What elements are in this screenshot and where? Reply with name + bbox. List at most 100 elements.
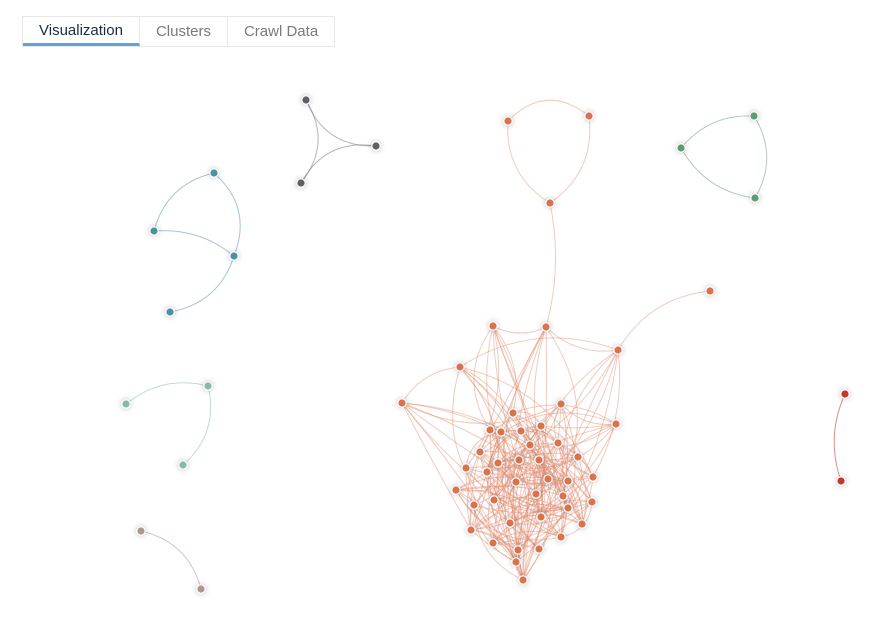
edge: [479, 451, 537, 495]
edge: [473, 444, 531, 506]
edge: [455, 423, 617, 491]
edge: [467, 451, 481, 531]
tab[interactable]: Clusters: [140, 17, 228, 46]
edge: [473, 504, 524, 581]
edge: [507, 99, 590, 122]
edge: [486, 325, 517, 483]
edge: [305, 99, 377, 147]
edge: [470, 529, 524, 581]
node: [516, 426, 526, 436]
edge: [522, 476, 594, 581]
edge: [509, 442, 559, 524]
edge: [515, 507, 569, 563]
node: [466, 525, 476, 535]
edge: [507, 120, 551, 204]
edge: [489, 429, 549, 480]
edge: [470, 493, 537, 531]
edge: [459, 366, 522, 432]
node: [371, 141, 381, 151]
edge: [512, 412, 583, 525]
edge: [501, 326, 547, 581]
edge: [518, 452, 579, 461]
edge: [470, 529, 517, 563]
edge: [497, 462, 562, 538]
edge: [473, 504, 517, 563]
edge: [509, 514, 583, 525]
edge: [452, 366, 511, 524]
edge: [540, 499, 593, 518]
edge: [522, 493, 537, 581]
edge: [538, 459, 593, 503]
tab[interactable]: Crawl Data: [243, 23, 319, 40]
edge: [497, 423, 617, 469]
edge: [470, 451, 481, 531]
edge: [470, 429, 492, 531]
edge: [401, 402, 472, 531]
edge: [496, 431, 519, 551]
edge: [493, 431, 512, 501]
edge: [479, 412, 617, 453]
node: [203, 381, 213, 391]
node: [505, 518, 515, 528]
edge: [465, 431, 502, 469]
edge: [538, 349, 619, 550]
edge: [833, 393, 846, 482]
edge: [511, 403, 562, 551]
edge: [401, 402, 549, 480]
edge: [512, 412, 583, 525]
node: [455, 362, 465, 372]
edge: [455, 489, 540, 550]
edge: [486, 456, 579, 473]
edge: [401, 402, 517, 563]
node: [536, 421, 546, 431]
edge: [473, 504, 569, 514]
edge: [507, 430, 540, 550]
edge: [479, 451, 511, 524]
edge: [125, 382, 209, 405]
edge: [459, 337, 619, 368]
edge: [465, 467, 517, 563]
node: [296, 178, 306, 188]
edge: [493, 478, 549, 502]
edge: [300, 99, 319, 184]
node: [209, 168, 219, 178]
edge: [300, 144, 377, 184]
tab[interactable]: Visualization: [23, 17, 140, 46]
node: [229, 251, 239, 261]
edge: [529, 444, 569, 482]
node: [488, 321, 498, 331]
edge: [465, 467, 583, 525]
node: [488, 538, 498, 548]
edge: [560, 403, 617, 426]
edge: [557, 442, 565, 538]
edge: [153, 172, 215, 232]
node: [508, 408, 518, 418]
node: [563, 503, 573, 513]
edge: [486, 471, 593, 510]
edge: [479, 451, 569, 482]
node: [469, 500, 479, 510]
edge: [547, 349, 619, 480]
edge: [540, 326, 548, 518]
node: [511, 477, 521, 487]
node: [588, 472, 598, 482]
node: [840, 389, 850, 399]
edge: [486, 430, 522, 473]
node: [397, 398, 407, 408]
edge: [540, 425, 568, 497]
edge: [455, 480, 569, 491]
edge: [493, 497, 583, 525]
edge: [560, 403, 568, 497]
node: [482, 467, 492, 477]
node: [750, 193, 760, 203]
node: [534, 455, 544, 465]
edge: [492, 325, 517, 414]
edge: [514, 478, 549, 551]
edge: [517, 349, 619, 581]
edge: [522, 403, 562, 581]
node: [545, 198, 555, 208]
tab-bar: Visualization Clusters Crawl Data: [22, 16, 336, 47]
node: [573, 452, 583, 462]
edge: [592, 349, 621, 478]
